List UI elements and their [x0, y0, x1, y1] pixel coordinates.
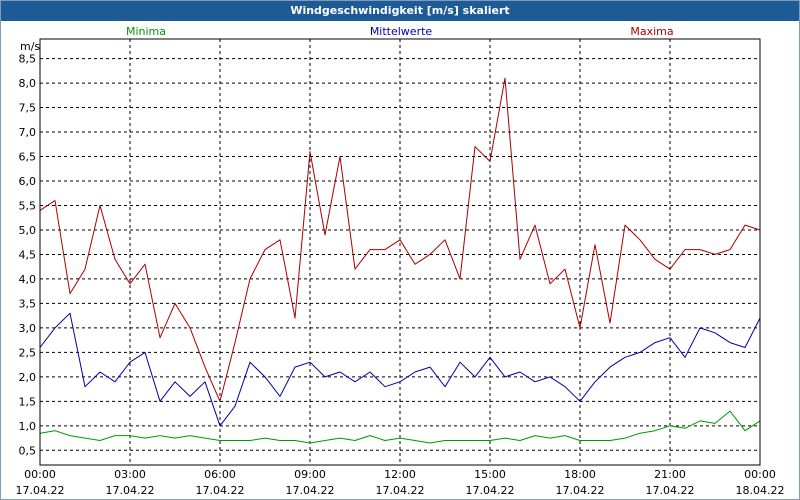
y-tick-label: 4,0 — [19, 273, 37, 286]
y-tick-label: 6,5 — [19, 151, 37, 164]
y-tick-label: 3,0 — [19, 322, 37, 335]
x-tick-date: 17.04.22 — [556, 484, 605, 497]
x-tick-time: 09:00 — [294, 468, 326, 481]
y-tick-label: 7,5 — [19, 102, 37, 115]
legend-mittelwerte: Mittelwerte — [370, 25, 433, 38]
y-tick-label: 2,5 — [19, 346, 37, 359]
y-tick-label: 1,0 — [19, 420, 37, 433]
x-tick-date: 17.04.22 — [646, 484, 695, 497]
y-axis-ticks: 0,5 1,0 1,5 2,0 2,5 3,0 3,5 4,0 4,5 5,0 5,5 6,0 6,5 7… — [19, 53, 37, 458]
y-tick-label: 3,5 — [19, 297, 37, 310]
grid — [40, 39, 760, 465]
legend-minima: Minima — [126, 25, 166, 38]
series-line-minima — [39, 410, 761, 444]
x-tick-date: 17.04.22 — [466, 484, 515, 497]
x-tick-time: 15:00 — [474, 468, 506, 481]
x-tick-time: 12:00 — [384, 468, 416, 481]
y-tick-label: 0,5 — [19, 444, 37, 457]
x-tick-date: 17.04.22 — [196, 484, 245, 497]
x-tick-time: 18:00 — [564, 468, 596, 481]
x-tick-time: 00:00 — [744, 468, 776, 481]
x-axis-ticks: 00:00 17.04.22 03:00 17.04.22 06:00 17.04.22 0… — [16, 468, 785, 497]
y-tick-label: 1,5 — [19, 395, 37, 408]
x-tick-date: 17.04.22 — [376, 484, 425, 497]
y-tick-label: 7,0 — [19, 126, 37, 139]
x-tick-date: 17.04.22 — [16, 484, 65, 497]
x-tick-date: 17.04.22 — [106, 484, 155, 497]
chart-title: Windgeschwindigkeit [m/s] skaliert — [1, 1, 799, 21]
legend-maxima: Maxima — [630, 25, 673, 38]
y-tick-label: 4,5 — [19, 248, 37, 261]
series-line-maxima — [39, 77, 761, 402]
x-tick-time: 03:00 — [114, 468, 146, 481]
x-tick-date: 18.04.22 — [736, 484, 785, 497]
y-tick-label: 6,0 — [19, 175, 37, 188]
x-tick-date: 17.04.22 — [286, 484, 335, 497]
x-tick-time: 21:00 — [654, 468, 686, 481]
y-tick-label: 5,5 — [19, 199, 37, 212]
y-tick-label: 8,5 — [19, 53, 37, 66]
y-axis-unit: m/s — [20, 40, 40, 53]
x-tick-time: 00:00 — [24, 468, 56, 481]
x-tick-time: 06:00 — [204, 468, 236, 481]
y-tick-label: 5,0 — [19, 224, 37, 237]
y-tick-label: 8,0 — [19, 77, 37, 90]
series-line-mittel — [39, 312, 761, 427]
plot-border — [39, 38, 761, 466]
series-lines — [39, 77, 761, 444]
y-tick-label: 2,0 — [19, 371, 37, 384]
